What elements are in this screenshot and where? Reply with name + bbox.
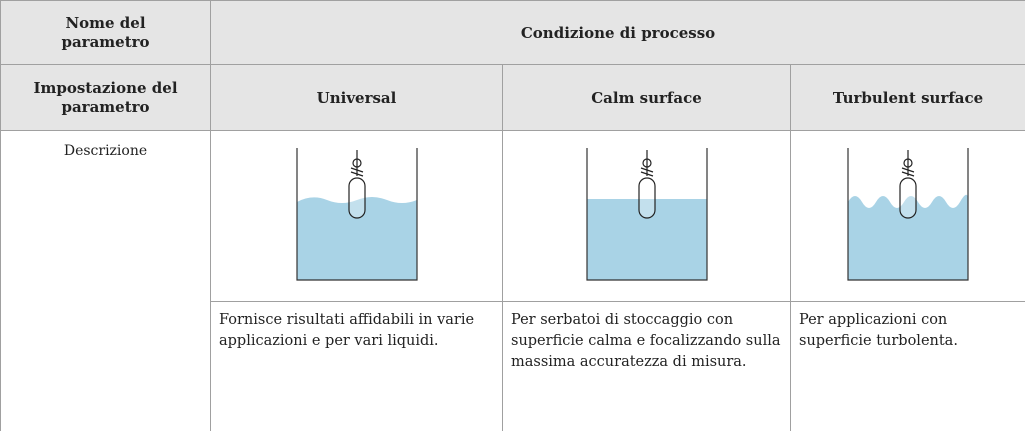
description-text: Per applicazioni con superficie turbolen… [799, 312, 958, 349]
header-text: Calm surface [591, 89, 702, 107]
header-text: Condizione di processo [521, 24, 715, 42]
tank-universal [295, 146, 419, 286]
description-text: Fornisce risultati affidabili in varie a… [219, 312, 474, 349]
illustration-cell [211, 131, 503, 302]
illustration-cell [503, 131, 791, 302]
header-cell: Universal [211, 65, 503, 131]
header-cell: Condizione di processo [211, 1, 1025, 65]
header-text: Universal [317, 89, 397, 107]
header-cell: Turbulent surface [791, 65, 1025, 131]
header-text: Impostazione del parametro [31, 79, 181, 117]
tank-turbulent [846, 146, 970, 286]
header-cell: Nome del parametro [1, 1, 211, 65]
header-text: Nome del parametro [51, 14, 161, 52]
label-text: Descrizione [64, 143, 147, 159]
header-row: Impostazione del parametro Universal Cal… [1, 65, 1025, 131]
header-cell: Impostazione del parametro [1, 65, 211, 131]
row-label: Descrizione [1, 131, 211, 431]
page: Nome del parametro Condizione di process… [0, 0, 1025, 421]
description-text: Per serbatoi di stoccaggio con superfici… [511, 312, 781, 370]
header-cell: Calm surface [503, 65, 791, 131]
image-row: Descrizione [1, 131, 1025, 302]
description-cell: Per applicazioni con superficie turbolen… [791, 302, 1025, 431]
illustration-cell [791, 131, 1025, 302]
header-text: Turbulent surface [833, 89, 983, 107]
tank-calm [585, 146, 709, 286]
description-cell: Per serbatoi di stoccaggio con superfici… [503, 302, 791, 431]
description-cell: Fornisce risultati affidabili in varie a… [211, 302, 503, 431]
header-row: Nome del parametro Condizione di process… [1, 1, 1025, 65]
